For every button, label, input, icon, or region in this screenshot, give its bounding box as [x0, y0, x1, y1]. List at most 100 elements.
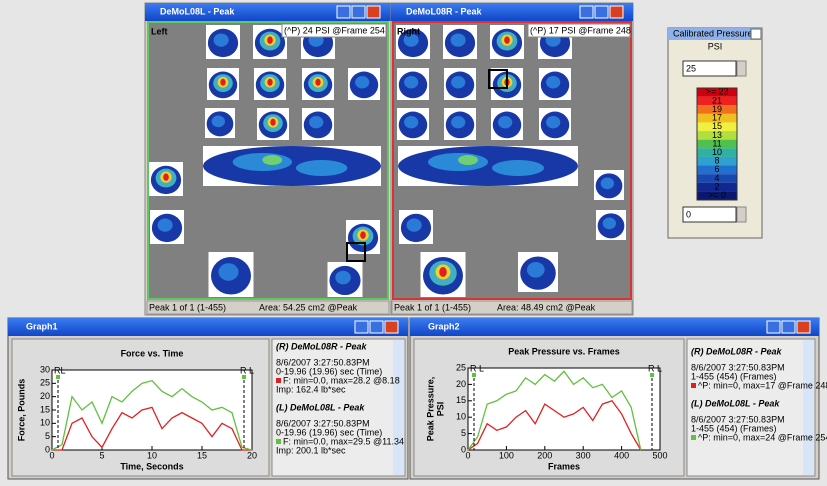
- y-tick-label: 25: [456, 362, 466, 372]
- close-button[interactable]: [796, 320, 811, 334]
- scale-label: 4: [714, 173, 719, 183]
- scale-swatch: [697, 105, 737, 114]
- cursor-marker: [56, 375, 60, 379]
- legend-heading: (L) DeMoL08L - Peak: [691, 398, 780, 408]
- scale-swatch: [697, 156, 737, 166]
- foot-label: Left: [151, 26, 168, 36]
- data-line: [52, 406, 252, 451]
- scale-swatch: [697, 182, 737, 192]
- min-spinner[interactable]: [736, 206, 747, 223]
- min-input[interactable]: [682, 206, 737, 223]
- scale-swatch: [697, 88, 737, 97]
- scale-swatch: [697, 113, 737, 123]
- y-tick-label: 0: [45, 444, 50, 454]
- calibration-dialog: Calibrated Pressure PSI 25 0 >= 23211917…: [667, 27, 763, 239]
- cursor-label: R L: [240, 365, 254, 375]
- chart-title: Force vs. Time: [121, 348, 184, 358]
- legend-swatch: [691, 435, 696, 440]
- maximize-button[interactable]: [781, 320, 796, 334]
- cursor-marker: [242, 375, 246, 379]
- max-input[interactable]: [682, 60, 737, 77]
- x-axis-label: Frames: [548, 461, 580, 471]
- close-button[interactable]: [609, 5, 624, 19]
- window-title: Graph1: [26, 321, 58, 331]
- minimize-button[interactable]: [336, 5, 351, 19]
- y-tick-label: 20: [456, 379, 466, 389]
- legend-swatch: [691, 383, 696, 388]
- y-tick-label: 10: [40, 418, 50, 428]
- plot-area: [51, 369, 253, 451]
- scale-label: 10: [712, 147, 722, 157]
- window-title: DeMoL08R - Peak: [406, 6, 483, 16]
- x-tick-label: 0: [49, 450, 54, 460]
- scale-swatch: [697, 139, 737, 149]
- x-tick-label: 500: [652, 450, 667, 460]
- legend-line: 8/6/2007 3:27:50.83PM: [276, 418, 370, 428]
- scale-label: 19: [712, 104, 722, 114]
- y-axis-label: Force, Pounds: [16, 379, 26, 442]
- left-window: DeMoL08L - Peak Left (^P) 24 PSI @Frame …: [144, 2, 392, 316]
- chart-title: Peak Pressure vs. Frames: [508, 346, 620, 356]
- cursor-label: RL: [54, 365, 66, 375]
- min-value: 0: [686, 209, 691, 219]
- dialog-title: Calibrated Pressure: [673, 28, 753, 38]
- max-value: 25: [686, 63, 696, 73]
- maximize-button[interactable]: [369, 320, 384, 334]
- y-tick-label: 20: [40, 391, 50, 401]
- y-tick-label: 15: [40, 404, 50, 414]
- legend-line: Imp: 200.1 lb*sec: [276, 445, 346, 455]
- legend-line: 0-19.96 (19.96) sec (Time): [276, 427, 382, 437]
- scale-label: 11: [712, 138, 721, 148]
- close-button[interactable]: [750, 28, 762, 40]
- minimize-button[interactable]: [354, 320, 369, 334]
- legend-line: 1-455 (454) (Frames): [691, 423, 777, 433]
- scrollbar[interactable]: [393, 340, 404, 475]
- scale-swatch: [697, 131, 737, 140]
- scale-swatch: [697, 122, 737, 132]
- y-tick-label: 10: [456, 412, 466, 422]
- legend-line: ^P: min=0, max=24 @Frame 254: [698, 432, 827, 442]
- legend-heading: (R) DeMoL08R - Peak: [276, 341, 368, 351]
- x-tick-label: 10: [147, 450, 157, 460]
- status-peak: Peak 1 of 1 (1-455): [149, 302, 226, 312]
- window-title: Graph2: [428, 321, 460, 331]
- scale-label: 17: [712, 113, 722, 123]
- y-axis-label: PSI: [435, 402, 445, 417]
- y-tick-label: 30: [40, 364, 50, 374]
- legend-line: 0-19.96 (19.96) sec (Time): [276, 366, 382, 376]
- scale-swatch: [697, 96, 737, 106]
- scale-label: 8: [714, 156, 719, 166]
- minimize-button[interactable]: [579, 5, 594, 19]
- close-button[interactable]: [366, 5, 381, 19]
- maximize-button[interactable]: [351, 5, 366, 19]
- legend-line: 8/6/2007 3:27:50.83PM: [276, 357, 370, 367]
- y-tick-label: 5: [461, 428, 466, 438]
- scale-label: 13: [712, 130, 722, 140]
- y-axis-label: Peak Pressure,: [425, 377, 435, 442]
- scale-label: 15: [712, 121, 722, 131]
- legend-line: 1-455 (454) (Frames): [691, 371, 777, 381]
- minimize-button[interactable]: [766, 320, 781, 334]
- scrollbar[interactable]: [803, 340, 814, 475]
- x-tick-label: 400: [614, 450, 629, 460]
- maximize-button[interactable]: [594, 5, 609, 19]
- scale-swatch: [697, 165, 737, 175]
- legend-line: ^P: min=0, max=17 @Frame 248: [698, 380, 827, 390]
- close-button[interactable]: [384, 320, 399, 334]
- window-title: DeMoL08L - Peak: [160, 6, 235, 16]
- y-tick-label: 0: [461, 444, 466, 454]
- legend-heading: (L) DeMoL08L - Peak: [276, 402, 365, 412]
- legend-swatch: [276, 378, 281, 383]
- scale-swatch: [697, 191, 737, 200]
- scale-label: 21: [712, 95, 722, 105]
- x-axis-label: Time, Seconds: [120, 461, 183, 471]
- x-tick-label: 200: [537, 450, 552, 460]
- cursor-label: R L: [648, 363, 662, 373]
- unit-label: PSI: [708, 41, 723, 51]
- max-spinner[interactable]: [736, 60, 747, 77]
- cursor-label: R L: [470, 363, 484, 373]
- status-area: Area: 48.49 cm2 @Peak: [497, 302, 596, 312]
- scale-label: 2: [714, 181, 719, 191]
- foot-label: Right: [397, 26, 420, 36]
